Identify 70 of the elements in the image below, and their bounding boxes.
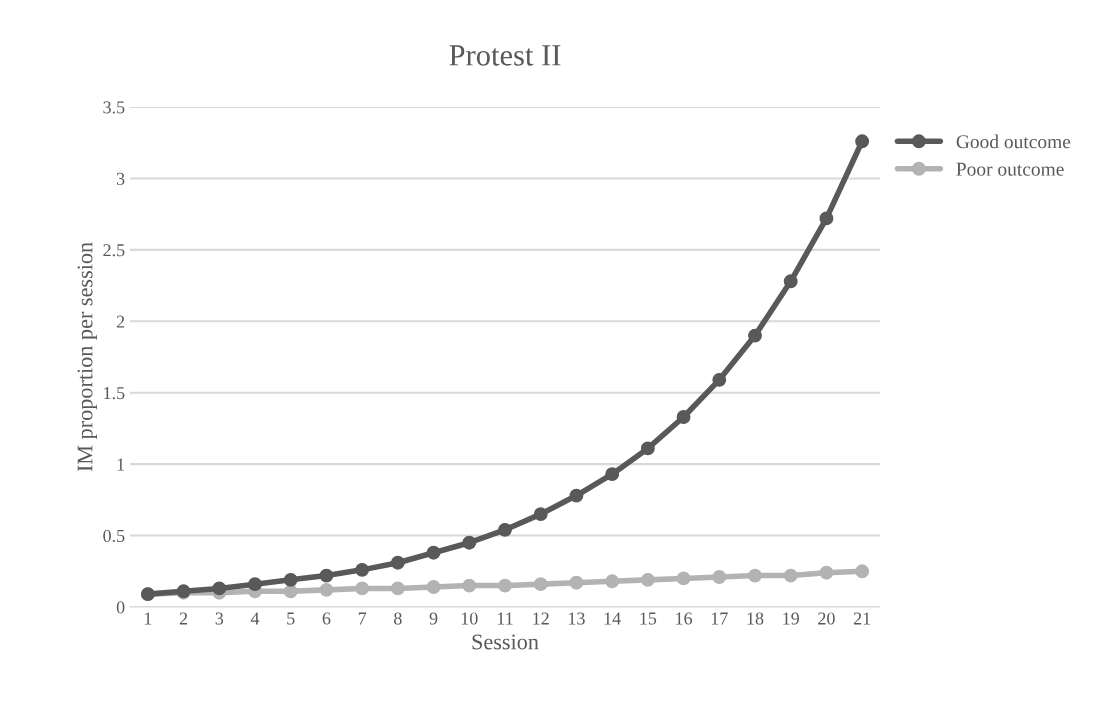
- y-tick-label: 0.5: [103, 529, 125, 543]
- x-tick-label: 5: [287, 612, 295, 625]
- point: [498, 578, 512, 593]
- point: [390, 581, 405, 596]
- x-tick-label: 13: [568, 612, 585, 625]
- point: [676, 410, 691, 424]
- y-tick-label: 0: [116, 601, 125, 614]
- point: [498, 522, 512, 537]
- y-tick-label: 1: [117, 458, 125, 471]
- point: [283, 572, 298, 587]
- x-tick-label: 11: [497, 612, 513, 625]
- point: [283, 584, 298, 599]
- x-tick-label: 7: [358, 612, 367, 625]
- x-tick-label: 16: [676, 612, 693, 625]
- x-tick-label: 10: [461, 612, 478, 625]
- point: [855, 134, 870, 149]
- point: [319, 568, 334, 583]
- y-tick-label: 2.5: [103, 244, 125, 257]
- x-tick-label: 3: [215, 612, 224, 625]
- point: [319, 582, 334, 597]
- y-tick-label: 1.5: [104, 387, 125, 400]
- y-axis-title: IM proportion per session: [77, 242, 98, 472]
- point: [390, 555, 405, 570]
- x-tick-label: 6: [322, 612, 331, 625]
- x-tick-label: 1: [144, 612, 152, 625]
- point: [355, 562, 370, 577]
- y-tick-label: 2: [116, 315, 125, 328]
- point: [462, 578, 477, 593]
- legend-label: Poor outcome: [956, 162, 1064, 176]
- point: [426, 545, 441, 560]
- x-tick-label: 9: [429, 612, 438, 625]
- point: [462, 535, 477, 550]
- point: [426, 580, 441, 594]
- point: [712, 570, 727, 584]
- point: [248, 577, 262, 592]
- point: [748, 568, 762, 583]
- x-tick-label: 12: [533, 612, 549, 625]
- point: [819, 565, 834, 580]
- point: [783, 568, 798, 583]
- x-tick-label: 19: [783, 612, 799, 625]
- point: [748, 328, 762, 343]
- point: [605, 574, 620, 589]
- y-tick-label: 3: [116, 172, 125, 185]
- x-tick-label: 14: [604, 612, 621, 625]
- x-tick-label: 4: [250, 612, 260, 625]
- point: [855, 564, 870, 579]
- point: [676, 571, 691, 586]
- x-tick-label: 2: [179, 612, 188, 625]
- y-tick-label: 3.5: [103, 101, 125, 114]
- point: [569, 488, 584, 503]
- point: [605, 467, 620, 482]
- point: [712, 372, 727, 387]
- point: [533, 577, 548, 592]
- x-tick-label: 15: [640, 612, 657, 625]
- point: [783, 274, 798, 289]
- point: [533, 507, 548, 522]
- point: [640, 441, 655, 456]
- point: [355, 581, 370, 596]
- x-tick-label: 18: [747, 612, 764, 625]
- point: [569, 575, 584, 590]
- legend-label: Good outcome: [956, 134, 1071, 149]
- x-tick-label: 20: [818, 612, 835, 625]
- point: [819, 211, 834, 226]
- point: [640, 572, 655, 587]
- x-tick-label: 21: [853, 612, 871, 625]
- point: [212, 581, 227, 596]
- x-axis-title: Session: [472, 634, 539, 650]
- x-tick-label: 17: [711, 612, 728, 625]
- x-tick-label: 8: [394, 612, 402, 625]
- chart-title: Protest II: [449, 45, 561, 66]
